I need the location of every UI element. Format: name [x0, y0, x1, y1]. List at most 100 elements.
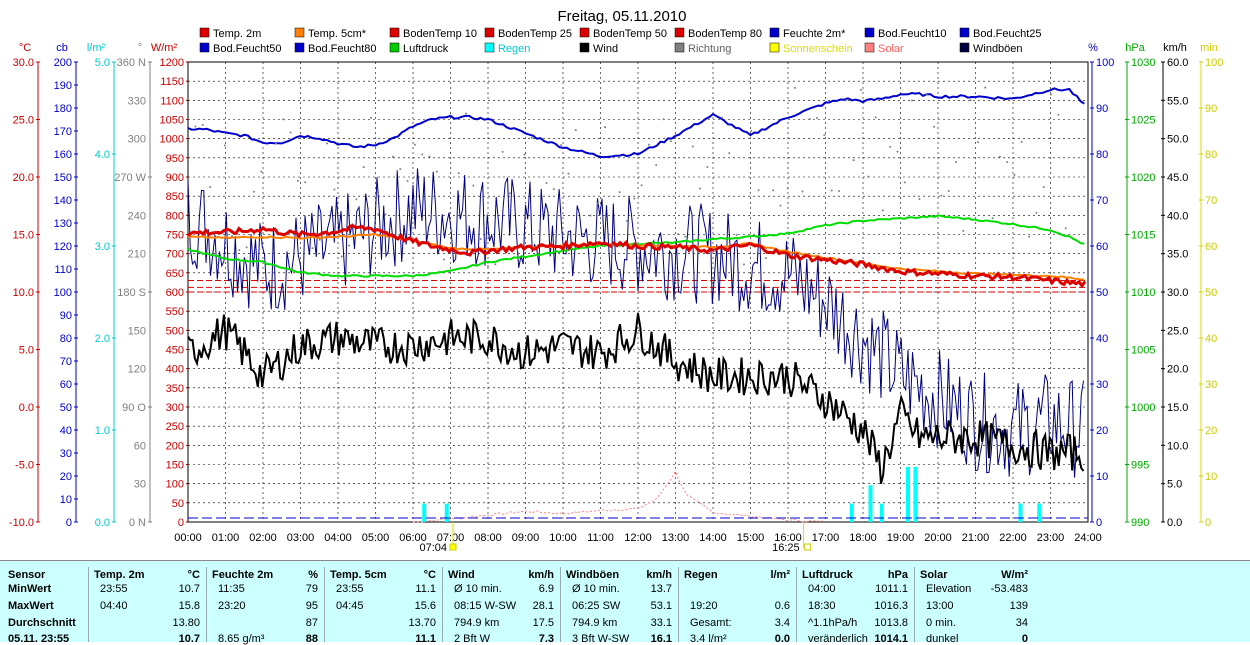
axis-deg-tick: 240 [128, 210, 146, 222]
direction-dot [494, 263, 497, 266]
axis-wind-tick: 25.0 [1167, 325, 1188, 337]
direction-dot [984, 86, 987, 89]
sunrise-time: 07:04 [419, 542, 447, 554]
axis-wind-tick: 30.0 [1167, 287, 1188, 299]
direction-dot [326, 142, 329, 145]
direction-dot [384, 213, 387, 216]
table-header: Sensor [8, 569, 46, 581]
table-column-separator [324, 567, 325, 642]
direction-dot [1050, 93, 1053, 96]
direction-dot [852, 159, 855, 162]
table-header: Regen [684, 569, 718, 581]
direction-dot [421, 153, 424, 156]
direction-dot [859, 88, 862, 91]
table-cell-value: 34 [1015, 617, 1028, 629]
legend-swatch [199, 27, 210, 38]
table-cell-label: 04:00 [808, 583, 836, 595]
direction-dot [596, 202, 599, 205]
table-cell-value: 11.1 [415, 583, 436, 595]
direction-dot [874, 116, 877, 119]
direction-dot [530, 136, 533, 139]
series-temp-2m [187, 224, 1087, 289]
legend-label: Bod.Feucht80 [308, 43, 377, 55]
axis-deg-tick: 30 [134, 479, 146, 491]
x-axis: 00:00 01:00 02:00 03:00 04:00 05:00 06:00 07:00… [174, 522, 1102, 554]
table-cell-value: 13.80 [172, 617, 200, 629]
axis-deg-tick: 120 [128, 364, 146, 376]
axis-humidity-tick: 90 [1096, 103, 1108, 115]
axis-cb-tick: 120 [54, 241, 72, 253]
direction-dot [1064, 227, 1067, 230]
direction-dot [1042, 185, 1045, 188]
axis-cb-unit: cb [56, 42, 68, 54]
direction-dot [801, 190, 804, 193]
x-tick-label: 02:00 [249, 532, 277, 544]
axis-wind-tick: 45.0 [1167, 172, 1188, 184]
axis-cb-tick: 20 [60, 471, 72, 483]
x-tick-label: 05:00 [362, 532, 390, 544]
chart-plot-area [187, 86, 1088, 524]
chart-legend: Temp. 2m Temp. 5cm* BodenTemp 10 BodenTemp … [199, 27, 1042, 55]
table-cell-label: 19:20 [690, 600, 718, 612]
axis-cb-tick: 40 [60, 425, 72, 437]
direction-dot [823, 134, 826, 137]
legend-label: Bod.Feucht50 [213, 43, 282, 55]
direction-dot [582, 232, 585, 235]
axis-solar-tick: 750 [166, 230, 184, 242]
axis-cb-tick: 170 [54, 126, 72, 138]
direction-dot [757, 189, 760, 192]
axis-cb-tick: 190 [54, 80, 72, 92]
direction-dot [604, 126, 606, 129]
axis-solar-unit: W/m² [151, 42, 178, 54]
legend-swatch [674, 27, 685, 38]
direction-dot [867, 175, 870, 178]
table-cell-value: 0.6 [774, 600, 790, 612]
axis-sunshine-tick: 40 [1205, 333, 1217, 345]
x-tick-label: 06:00 [399, 532, 427, 544]
axis-cb-tick: 140 [54, 195, 72, 207]
direction-dot [735, 233, 738, 236]
axis-solar-tick: 200 [166, 440, 184, 452]
rain-bar [444, 503, 449, 522]
direction-dot [772, 189, 775, 192]
axis-humidity-tick: 100 [1096, 57, 1114, 69]
table-cell-label: ^1.1hPa/h [808, 617, 858, 629]
weather-chart: Freitag, 05.11.2010 Temp. 2m Temp. 5cm* Bo… [9, 8, 1223, 554]
chart-axes: 30.025.020.015.010.05.00.0-5.0-10.0°C200… [9, 42, 1223, 529]
table-cell-value: 3.4 [774, 617, 790, 629]
x-tick-label: 22:00 [999, 532, 1027, 544]
table-column-separator [796, 567, 797, 642]
axis-temp-tick: -10.0 [9, 517, 34, 529]
direction-dot [296, 179, 299, 182]
table-cell-label: 06:25 SW [572, 600, 621, 612]
legend-label: Temp. 2m [213, 28, 261, 40]
table-cell-value: 79 [305, 583, 318, 595]
table-column-separator [678, 567, 679, 642]
axis-temp-unit: °C [19, 42, 31, 54]
table-cell-value: 15.8 [178, 600, 200, 612]
table-cell-value: 0.0 [774, 633, 790, 645]
sunset-icon [804, 543, 812, 551]
axis-cb-tick: 80 [60, 333, 72, 345]
axis-pressure-tick: 1005 [1131, 345, 1155, 357]
direction-dot [1057, 113, 1060, 116]
axis-pressure-tick: 1030 [1131, 57, 1155, 69]
axis-cb-tick: 200 [54, 57, 72, 69]
direction-dot [216, 263, 219, 266]
direction-dot [465, 112, 468, 115]
table-cell-label: 794.9 km [454, 617, 500, 629]
table-cell-label: 2 Bft W [454, 633, 491, 645]
axis-humidity-tick: 20 [1096, 425, 1108, 437]
axis-rain-tick: 4.0 [95, 149, 110, 161]
axis-solar-tick: 400 [166, 364, 184, 376]
table-cell-value: 7.3 [538, 633, 554, 645]
table-header-unit: % [308, 569, 318, 581]
axis-cb-tick: 130 [54, 218, 72, 230]
direction-dot [911, 99, 914, 102]
direction-dot [947, 190, 950, 193]
direction-dot [472, 184, 475, 187]
legend-label: Feuchte 2m* [783, 28, 846, 40]
direction-dot [955, 160, 957, 163]
axis-solar-tick: 650 [166, 268, 184, 280]
direction-dot [245, 246, 248, 249]
